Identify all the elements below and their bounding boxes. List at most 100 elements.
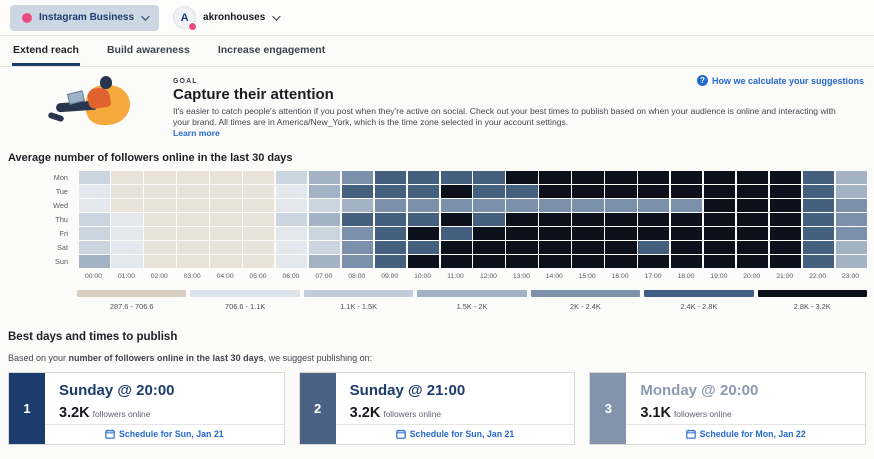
schedule-button[interactable]: Schedule for Sun, Jan 21 xyxy=(45,423,284,444)
heatmap-cell-mon-20:00[interactable] xyxy=(736,171,769,184)
heatmap-cell-tue-05:00[interactable] xyxy=(243,185,275,198)
heatmap-cell-thu-16:00[interactable] xyxy=(605,213,637,226)
heatmap-cell-wed-21:00[interactable] xyxy=(769,199,802,212)
heatmap-cell-sat-17:00[interactable] xyxy=(638,241,670,254)
heatmap-cell-mon-09:00[interactable] xyxy=(374,171,407,184)
heatmap-cell-fri-03:00[interactable] xyxy=(177,227,209,240)
heatmap-cell-mon-16:00[interactable] xyxy=(605,171,637,184)
heatmap-cell-tue-11:00[interactable] xyxy=(440,185,472,198)
profile-selector[interactable]: A akronhouses xyxy=(173,6,281,31)
heatmap-cell-fri-06:00[interactable] xyxy=(275,227,308,240)
heatmap-cell-sat-03:00[interactable] xyxy=(177,241,209,254)
heatmap-cell-sat-18:00[interactable] xyxy=(670,241,703,254)
heatmap-cell-sun-19:00[interactable] xyxy=(703,255,736,268)
heatmap-cell-wed-07:00[interactable] xyxy=(308,199,341,212)
heatmap-cell-fri-16:00[interactable] xyxy=(605,227,637,240)
heatmap-cell-sat-14:00[interactable] xyxy=(539,241,571,254)
learn-more-link[interactable]: Learn more xyxy=(173,128,220,139)
heatmap-cell-sat-10:00[interactable] xyxy=(407,241,440,254)
heatmap-cell-tue-07:00[interactable] xyxy=(308,185,341,198)
heatmap-cell-mon-07:00[interactable] xyxy=(308,171,341,184)
heatmap-cell-fri-18:00[interactable] xyxy=(670,227,703,240)
heatmap-cell-tue-03:00[interactable] xyxy=(177,185,209,198)
heatmap-cell-tue-00:00[interactable] xyxy=(78,185,110,198)
heatmap-cell-fri-04:00[interactable] xyxy=(210,227,242,240)
heatmap-cell-sat-22:00[interactable] xyxy=(802,241,835,254)
heatmap-cell-thu-01:00[interactable] xyxy=(111,213,143,226)
heatmap-cell-wed-15:00[interactable] xyxy=(572,199,604,212)
heatmap-cell-sun-13:00[interactable] xyxy=(506,255,538,268)
heatmap-cell-fri-22:00[interactable] xyxy=(802,227,835,240)
heatmap-cell-thu-17:00[interactable] xyxy=(638,213,670,226)
heatmap-cell-sat-11:00[interactable] xyxy=(440,241,472,254)
heatmap-cell-wed-12:00[interactable] xyxy=(473,199,505,212)
schedule-button[interactable]: Schedule for Mon, Jan 22 xyxy=(626,423,866,444)
heatmap-cell-wed-14:00[interactable] xyxy=(539,199,571,212)
heatmap-cell-thu-11:00[interactable] xyxy=(440,213,472,226)
heatmap-cell-fri-14:00[interactable] xyxy=(539,227,571,240)
heatmap-cell-sat-09:00[interactable] xyxy=(374,241,407,254)
heatmap-cell-tue-12:00[interactable] xyxy=(473,185,505,198)
heatmap-cell-mon-13:00[interactable] xyxy=(506,171,538,184)
heatmap-cell-mon-06:00[interactable] xyxy=(275,171,308,184)
heatmap-cell-fri-08:00[interactable] xyxy=(341,227,374,240)
heatmap-cell-thu-06:00[interactable] xyxy=(275,213,308,226)
heatmap-cell-fri-13:00[interactable] xyxy=(506,227,538,240)
heatmap-cell-mon-15:00[interactable] xyxy=(572,171,604,184)
heatmap-cell-tue-14:00[interactable] xyxy=(539,185,571,198)
tab-extend-reach[interactable]: Extend reach xyxy=(12,36,80,66)
heatmap-cell-sat-12:00[interactable] xyxy=(473,241,505,254)
heatmap-cell-sat-01:00[interactable] xyxy=(111,241,143,254)
heatmap-cell-fri-10:00[interactable] xyxy=(407,227,440,240)
heatmap-cell-sun-11:00[interactable] xyxy=(440,255,472,268)
heatmap-cell-fri-00:00[interactable] xyxy=(78,227,110,240)
heatmap-cell-thu-18:00[interactable] xyxy=(670,213,703,226)
heatmap-cell-thu-02:00[interactable] xyxy=(144,213,176,226)
heatmap-cell-mon-05:00[interactable] xyxy=(243,171,275,184)
heatmap-cell-tue-21:00[interactable] xyxy=(769,185,802,198)
schedule-button[interactable]: Schedule for Sun, Jan 21 xyxy=(335,423,575,444)
heatmap-cell-mon-08:00[interactable] xyxy=(341,171,374,184)
heatmap-cell-sun-00:00[interactable] xyxy=(78,255,110,268)
heatmap-cell-mon-11:00[interactable] xyxy=(440,171,472,184)
tab-build-awareness[interactable]: Build awareness xyxy=(106,44,190,56)
heatmap-cell-thu-22:00[interactable] xyxy=(802,213,835,226)
how-we-calculate-link[interactable]: ? How we calculate your suggestions xyxy=(696,75,864,86)
heatmap-cell-tue-18:00[interactable] xyxy=(670,185,703,198)
heatmap-cell-mon-18:00[interactable] xyxy=(670,171,703,184)
heatmap-cell-wed-18:00[interactable] xyxy=(670,199,703,212)
heatmap-cell-tue-17:00[interactable] xyxy=(638,185,670,198)
heatmap-cell-thu-15:00[interactable] xyxy=(572,213,604,226)
heatmap-cell-sun-09:00[interactable] xyxy=(374,255,407,268)
heatmap-cell-mon-10:00[interactable] xyxy=(407,171,440,184)
heatmap-cell-fri-19:00[interactable] xyxy=(703,227,736,240)
heatmap-cell-sun-07:00[interactable] xyxy=(308,255,341,268)
heatmap-cell-thu-20:00[interactable] xyxy=(736,213,769,226)
heatmap-cell-mon-01:00[interactable] xyxy=(111,171,143,184)
network-selector[interactable]: Instagram Business xyxy=(10,4,160,31)
heatmap-cell-wed-02:00[interactable] xyxy=(144,199,176,212)
heatmap-cell-tue-16:00[interactable] xyxy=(605,185,637,198)
heatmap-cell-mon-22:00[interactable] xyxy=(802,171,835,184)
heatmap-cell-sat-13:00[interactable] xyxy=(506,241,538,254)
heatmap-cell-wed-19:00[interactable] xyxy=(703,199,736,212)
heatmap-cell-mon-23:00[interactable] xyxy=(835,171,867,184)
heatmap-cell-sun-03:00[interactable] xyxy=(177,255,209,268)
heatmap-cell-sun-06:00[interactable] xyxy=(275,255,308,268)
heatmap-cell-mon-02:00[interactable] xyxy=(144,171,176,184)
heatmap-cell-fri-12:00[interactable] xyxy=(473,227,505,240)
heatmap-cell-thu-04:00[interactable] xyxy=(210,213,242,226)
heatmap-cell-wed-09:00[interactable] xyxy=(374,199,407,212)
heatmap-cell-sun-17:00[interactable] xyxy=(638,255,670,268)
heatmap-cell-mon-14:00[interactable] xyxy=(539,171,571,184)
heatmap-cell-wed-06:00[interactable] xyxy=(275,199,308,212)
heatmap-cell-fri-07:00[interactable] xyxy=(308,227,341,240)
heatmap-cell-wed-11:00[interactable] xyxy=(440,199,472,212)
heatmap-cell-sat-16:00[interactable] xyxy=(605,241,637,254)
heatmap-cell-tue-13:00[interactable] xyxy=(506,185,538,198)
heatmap-cell-wed-05:00[interactable] xyxy=(243,199,275,212)
heatmap-cell-thu-19:00[interactable] xyxy=(703,213,736,226)
heatmap-cell-fri-23:00[interactable] xyxy=(835,227,867,240)
heatmap-cell-thu-08:00[interactable] xyxy=(341,213,374,226)
heatmap-cell-tue-01:00[interactable] xyxy=(111,185,143,198)
